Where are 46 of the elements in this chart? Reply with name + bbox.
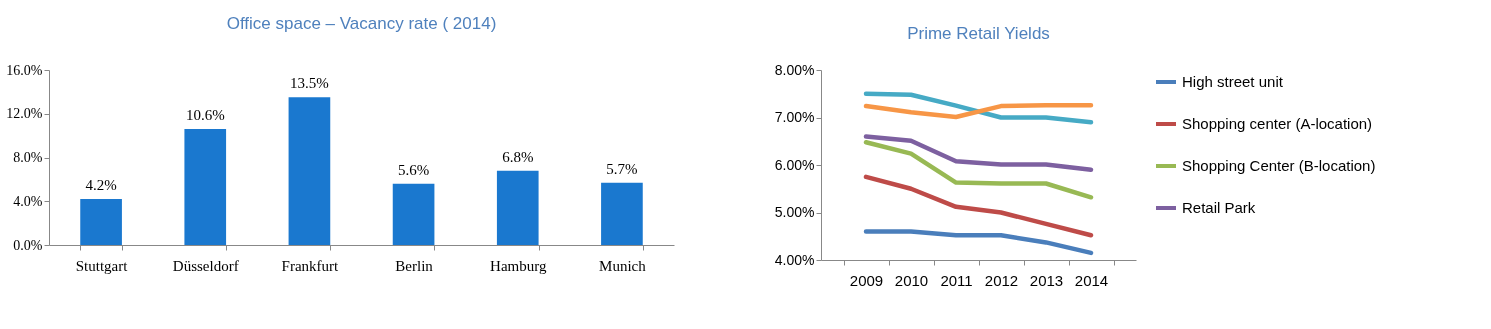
bar [288,97,331,245]
x-tick-label: 2009 [849,271,884,289]
data-label: 10.6% [185,107,225,124]
x-tick-label: 2011 [940,271,973,289]
line-series [863,174,1094,238]
bar [496,170,539,245]
y-tick-label: 4.00% [774,251,815,268]
y-tick-label: 4.0% [13,193,43,209]
data-label: 5.6% [397,161,430,178]
legend-label: Shopping Center (B-location) [1182,157,1376,174]
y-tick-label: 0.0% [13,237,43,253]
x-tick-label: Hamburg [490,257,547,274]
line-series [863,139,1094,200]
data-label: 6.8% [502,148,534,165]
x-tick-label: 2014 [1074,271,1109,289]
chart-title: Office space – Vacancy rate ( 2014) [226,14,497,33]
line-series [863,102,1094,120]
x-tick-label: 2012 [984,271,1019,289]
y-tick-label: 6.00% [774,156,815,173]
legend-label: High street unit [1182,73,1284,90]
y-tick-label: 8.0% [13,150,43,165]
y-tick-label: 12.0% [6,106,43,122]
line-series [863,91,1094,125]
chart-title: Prime Retail Yields [907,24,1050,43]
line-series [863,229,1094,256]
x-tick-label: Frankfurt [281,257,340,274]
x-tick-label: Berlin [395,257,434,274]
x-tick-label: 2013 [1029,271,1064,289]
legend-label: Shopping center (A-location) [1182,115,1373,132]
x-tick-label: Düsseldorf [172,257,239,274]
line-series [863,134,1094,172]
y-tick-label: 5.00% [774,204,815,220]
bar [392,183,435,245]
y-tick-label: 16.0% [6,62,43,78]
y-tick-label: 7.00% [774,109,815,125]
bar [80,199,122,245]
bar [601,182,643,245]
legend-label: Retail Park [1182,199,1256,216]
data-label: 4.2% [85,177,117,194]
x-tick-label: Munich [599,257,647,274]
x-tick-label: 2010 [894,271,929,289]
bar [184,129,227,245]
data-label: 13.5% [290,75,329,92]
y-tick-label: 8.00% [774,61,815,78]
x-tick-label: Stuttgart [75,257,129,274]
data-label: 5.7% [606,160,638,177]
